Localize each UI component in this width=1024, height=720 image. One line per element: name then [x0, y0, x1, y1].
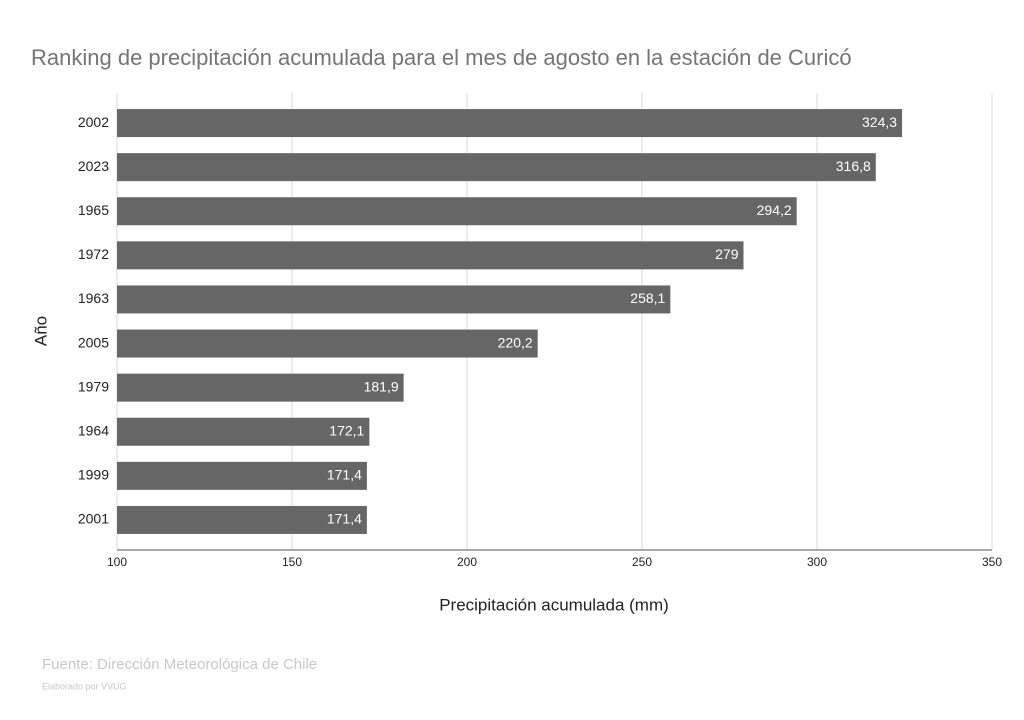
bar — [117, 461, 367, 490]
x-tick-label: 300 — [807, 555, 827, 569]
value-label: 316,8 — [836, 158, 871, 174]
value-label: 324,3 — [862, 114, 897, 130]
x-axis-label: Precipitación acumulada (mm) — [439, 595, 669, 614]
y-tick-label: 1964 — [78, 422, 109, 438]
bar — [117, 285, 671, 314]
y-tick-label: 1965 — [78, 202, 109, 218]
y-tick-label: 1979 — [78, 378, 109, 394]
y-tick-label: 1999 — [78, 467, 109, 483]
chart-title: Ranking de precipitación acumulada para … — [31, 45, 852, 70]
bar — [117, 109, 903, 138]
value-label: 181,9 — [364, 378, 399, 394]
value-label: 171,4 — [327, 467, 362, 483]
x-tick-label: 150 — [282, 555, 302, 569]
bar — [117, 329, 538, 358]
x-tick-label: 100 — [107, 555, 127, 569]
credit-note: Elaborado por VVUG — [42, 681, 127, 691]
value-label: 220,2 — [498, 334, 533, 350]
x-tick-label: 350 — [982, 555, 1002, 569]
value-label: 294,2 — [757, 202, 792, 218]
x-tick-label: 200 — [457, 555, 477, 569]
bar — [117, 373, 404, 402]
y-tick-label: 2005 — [78, 334, 109, 350]
bar — [117, 153, 876, 182]
value-label: 172,1 — [329, 422, 364, 438]
y-tick-label: 1963 — [78, 290, 109, 306]
source-note: Fuente: Dirección Meteorológica de Chile — [42, 656, 317, 673]
value-label: 279 — [715, 246, 739, 262]
bar — [117, 505, 367, 534]
bar — [117, 197, 797, 226]
y-tick-label: 2002 — [78, 114, 109, 130]
y-tick-label: 2023 — [78, 158, 109, 174]
x-tick-label: 250 — [632, 555, 652, 569]
y-tick-label: 2001 — [78, 511, 109, 527]
value-label: 171,4 — [327, 511, 362, 527]
bar — [117, 241, 744, 270]
value-label: 258,1 — [630, 290, 665, 306]
y-tick-label: 1972 — [78, 246, 109, 262]
y-axis-label: Año — [31, 316, 50, 346]
bar — [117, 417, 370, 446]
